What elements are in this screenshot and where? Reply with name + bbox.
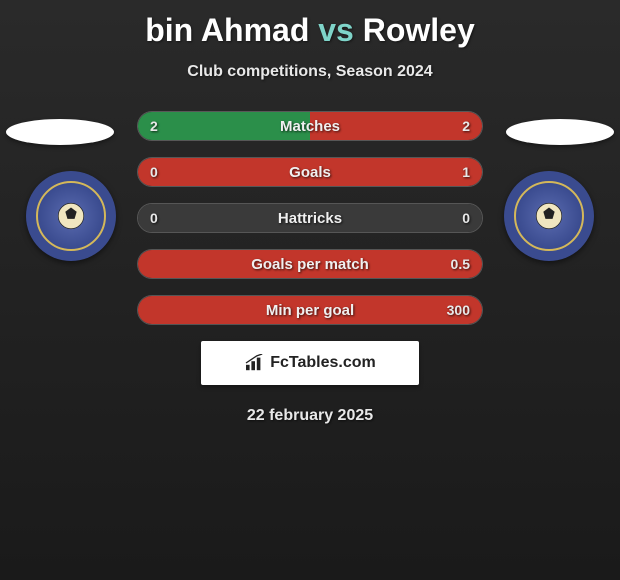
- stat-row: 01Goals: [137, 157, 483, 187]
- stat-label: Goals: [138, 164, 482, 181]
- stat-row: 300Min per goal: [137, 295, 483, 325]
- stat-label: Min per goal: [138, 302, 482, 319]
- player-right-name: Rowley: [363, 12, 475, 48]
- football-icon: [532, 199, 566, 233]
- stat-label: Matches: [138, 118, 482, 135]
- subtitle: Club competitions, Season 2024: [0, 63, 620, 81]
- shield-icon: [36, 181, 106, 251]
- brand-box[interactable]: FcTables.com: [201, 341, 419, 385]
- right-team-logo: [504, 171, 594, 261]
- stat-row: 22Matches: [137, 111, 483, 141]
- comparison-content: 22Matches 01Goals 00Hattricks 0.5Goals per …: [0, 111, 620, 425]
- stat-label: Goals per match: [138, 256, 482, 273]
- stat-row: 0.5Goals per match: [137, 249, 483, 279]
- page-title: bin Ahmad vs Rowley: [0, 0, 620, 49]
- brand-text: FcTables.com: [270, 354, 376, 372]
- right-team-ellipse: [506, 119, 614, 145]
- left-team-logo: [26, 171, 116, 261]
- stat-label: Hattricks: [138, 210, 482, 227]
- stat-row: 00Hattricks: [137, 203, 483, 233]
- shield-icon: [514, 181, 584, 251]
- bar-chart-icon: [244, 354, 266, 372]
- football-icon: [54, 199, 88, 233]
- date-line: 22 february 2025: [0, 407, 620, 425]
- left-team-ellipse: [6, 119, 114, 145]
- stats-bars: 22Matches 01Goals 00Hattricks 0.5Goals per …: [137, 111, 483, 325]
- vs-separator: vs: [318, 12, 354, 48]
- player-left-name: bin Ahmad: [145, 12, 309, 48]
